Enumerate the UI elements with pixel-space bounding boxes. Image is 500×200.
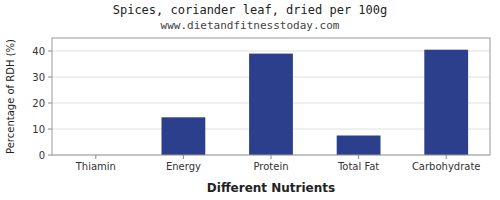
y-axis-label: Percentage of RDH (%) [5,39,16,154]
bar [424,50,468,155]
y-tick-label: 40 [32,46,45,57]
x-tick [271,155,272,159]
x-tick-label: Total Fat [337,161,379,172]
x-tick [446,155,447,159]
y-tick [48,51,52,52]
bar [249,54,293,155]
y-tick-label: 10 [32,124,45,135]
y-tick-label: 30 [32,72,45,83]
y-tick [48,77,52,78]
title: Spices, coriander leaf, dried per 100g [113,3,388,17]
bars [162,50,469,155]
y-tick [48,155,52,156]
x-tick-label: Protein [253,161,288,172]
x-axis: Thiamin Energy Protein Total Fat Carbohydrat… [75,155,481,172]
x-tick-label: Thiamin [75,161,116,172]
subtitle: www.dietandfitnesstoday.com [161,19,340,32]
x-tick [95,155,96,159]
x-tick [358,155,359,159]
plot-frame [52,38,490,155]
x-axis-label: Different Nutrients [207,181,335,195]
bar [162,117,206,155]
y-axis: 0 10 20 30 40 [32,46,52,161]
y-tick-label: 20 [32,98,45,109]
x-tick-label: Carbohydrate [412,161,481,172]
chart-svg: Spices, coriander leaf, dried per 100g ww… [0,0,500,200]
y-tick [48,129,52,130]
x-tick [183,155,184,159]
y-tick [48,103,52,104]
x-tick-label: Energy [166,161,201,172]
bar [337,136,381,156]
chart-container: Spices, coriander leaf, dried per 100g ww… [0,0,500,200]
y-tick-label: 0 [39,150,45,161]
